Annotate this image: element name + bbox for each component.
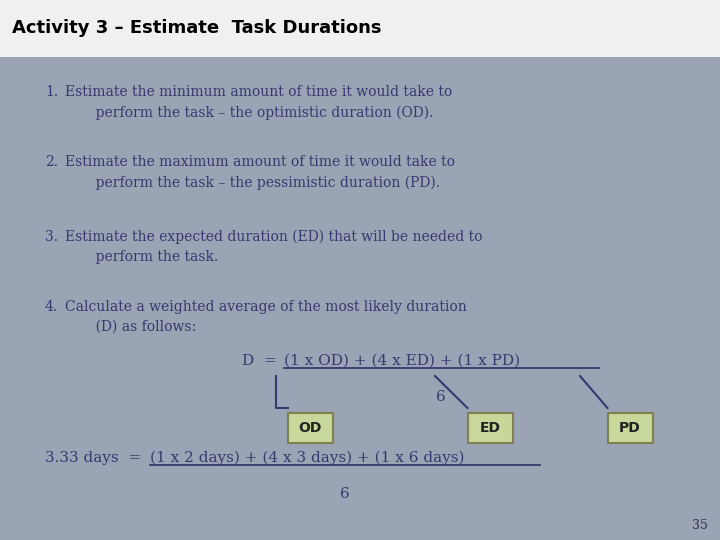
- FancyBboxPatch shape: [287, 413, 333, 443]
- Text: 6: 6: [340, 487, 350, 501]
- Text: D  =: D =: [241, 354, 281, 368]
- Text: 2.: 2.: [45, 155, 58, 169]
- FancyBboxPatch shape: [467, 413, 513, 443]
- Text: 6: 6: [436, 390, 446, 404]
- Text: Estimate the expected duration (ED) that will be needed to
       perform the ta: Estimate the expected duration (ED) that…: [65, 230, 482, 265]
- Text: 3.: 3.: [45, 230, 58, 244]
- Text: Calculate a weighted average of the most likely duration
       (D) as follows:: Calculate a weighted average of the most…: [65, 300, 467, 334]
- Text: (1 x 2 days) + (4 x 3 days) + (1 x 6 days): (1 x 2 days) + (4 x 3 days) + (1 x 6 day…: [150, 450, 464, 465]
- Text: 4.: 4.: [45, 300, 58, 314]
- Text: Estimate the minimum amount of time it would take to
       perform the task – t: Estimate the minimum amount of time it w…: [65, 85, 452, 120]
- Text: 35: 35: [692, 519, 708, 532]
- Text: Activity 3 – Estimate  Task Durations: Activity 3 – Estimate Task Durations: [12, 19, 382, 37]
- Text: (1 x OD) + (4 x ED) + (1 x PD): (1 x OD) + (4 x ED) + (1 x PD): [284, 354, 520, 368]
- FancyBboxPatch shape: [0, 0, 720, 57]
- Text: Estimate the maximum amount of time it would take to
       perform the task – t: Estimate the maximum amount of time it w…: [65, 155, 455, 190]
- Text: PD: PD: [619, 421, 641, 435]
- Text: ED: ED: [480, 421, 500, 435]
- Text: OD: OD: [298, 421, 322, 435]
- FancyBboxPatch shape: [608, 413, 652, 443]
- Text: 3.33 days  =: 3.33 days =: [45, 451, 146, 465]
- Text: 1.: 1.: [45, 85, 58, 99]
